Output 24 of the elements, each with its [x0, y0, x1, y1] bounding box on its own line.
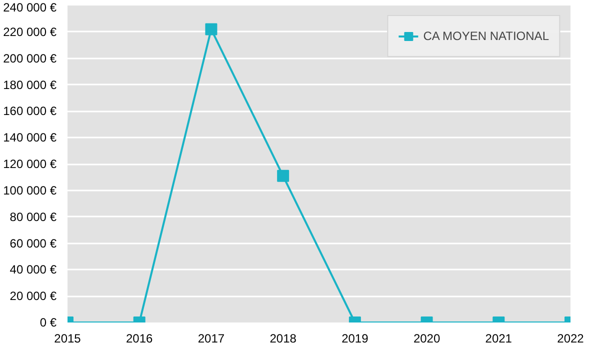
- point: [205, 23, 218, 36]
- x-tick-label: 2021: [485, 332, 512, 346]
- x-tick-label: 2019: [342, 332, 369, 346]
- y-tick-label: 160 000 €: [3, 104, 57, 118]
- y-tick-label: 240 000 €: [3, 0, 57, 14]
- x-tick-label: 2015: [54, 332, 82, 346]
- y-tick-label: 200 000 €: [3, 51, 57, 66]
- x-tick-label: 2022: [557, 332, 584, 346]
- legend-label: CA MOYEN NATIONAL: [423, 29, 549, 43]
- y-tick-label: 140 000 €: [3, 130, 57, 145]
- y-tick-label: 0 €: [40, 316, 57, 330]
- x-tick-label: 2020: [413, 332, 440, 346]
- point: [277, 170, 290, 182]
- y-tick-label: 80 000 €: [10, 210, 57, 224]
- y-tick-label: 100 000 €: [3, 183, 57, 198]
- y-tick-label: 220 000 €: [3, 24, 57, 39]
- y-tick-label: 180 000 €: [3, 78, 57, 92]
- y-tick-label: 40 000 €: [10, 262, 57, 277]
- x-tick-label: 2018: [270, 332, 297, 346]
- y-tick-label: 120 000 €: [3, 157, 57, 171]
- x-tick-label: 2017: [198, 332, 225, 346]
- x-tick-label: 2016: [126, 332, 154, 346]
- y-tick-label: 60 000 €: [10, 236, 57, 250]
- y-tick-label: 20 000 €: [10, 289, 57, 304]
